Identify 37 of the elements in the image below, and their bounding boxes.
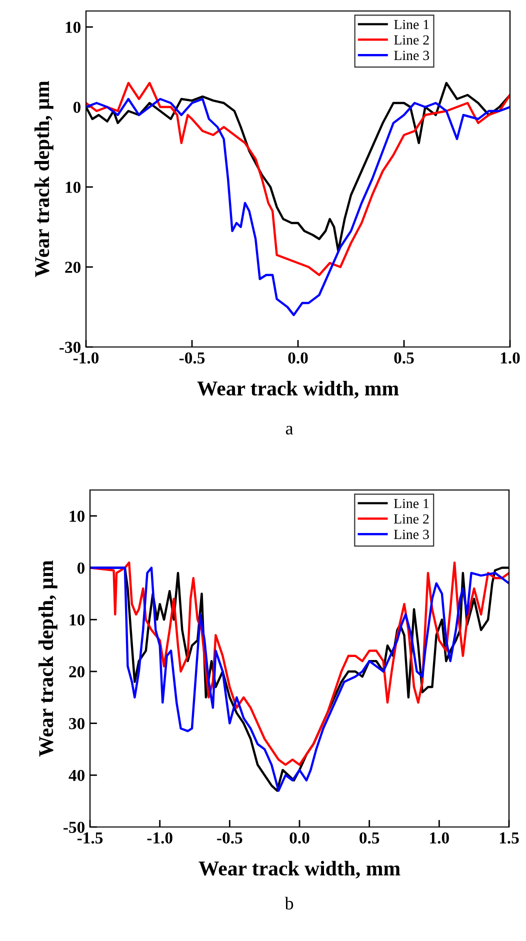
y-tick-label: 20: [69, 666, 85, 678]
x-tick-label: 1.0: [500, 352, 520, 364]
text: b: [284, 896, 294, 910]
y-tick-label: 0: [77, 562, 85, 574]
y-tick-label: 10: [70, 510, 85, 522]
x-tick-label: 0.0: [290, 832, 310, 844]
x-tick-label: 0.5: [394, 352, 414, 364]
legend-label: Line 2: [394, 514, 429, 524]
text: a: [286, 426, 294, 435]
y-axis-title: Wear track depth, µm: [34, 80, 54, 278]
legend-label: Line 2: [394, 35, 429, 45]
x-tick-label: 0.5: [360, 832, 380, 844]
y-tick-label: -50: [64, 822, 85, 833]
x-tick-label: -0.5: [179, 352, 205, 364]
y-tick-label: 30: [69, 718, 85, 730]
line-series: [86, 98, 510, 316]
y-tick-label: 0: [73, 102, 81, 113]
y-axis-title: Wear track depth, µm: [38, 560, 58, 757]
y-tick-label: -30: [60, 342, 81, 353]
x-tick-label: 1.0: [430, 832, 449, 844]
x-tick-label: 1.5: [500, 832, 519, 844]
legend-label: Line 1: [394, 20, 429, 30]
y-tick-label: 10: [70, 614, 85, 626]
x-tick-label: -1.0: [73, 352, 99, 364]
legend-label: Line 3: [394, 50, 430, 60]
legend-label: Line 1: [394, 498, 429, 508]
y-tick-label: 10: [66, 22, 81, 33]
x-axis-title: Wear track width, mm: [197, 380, 399, 399]
x-tick-label: -1.5: [77, 832, 103, 844]
y-tick-label: 10: [66, 182, 81, 193]
x-tick-label: -1.0: [147, 832, 172, 844]
x-axis-title: Wear track width, mm: [198, 860, 400, 879]
y-tick-label: 20: [65, 262, 81, 273]
x-tick-label: -0.5: [217, 832, 242, 844]
legend-label: Line 3: [394, 530, 429, 540]
y-tick-label: 40: [68, 770, 85, 782]
x-tick-label: 0.0: [288, 352, 308, 364]
